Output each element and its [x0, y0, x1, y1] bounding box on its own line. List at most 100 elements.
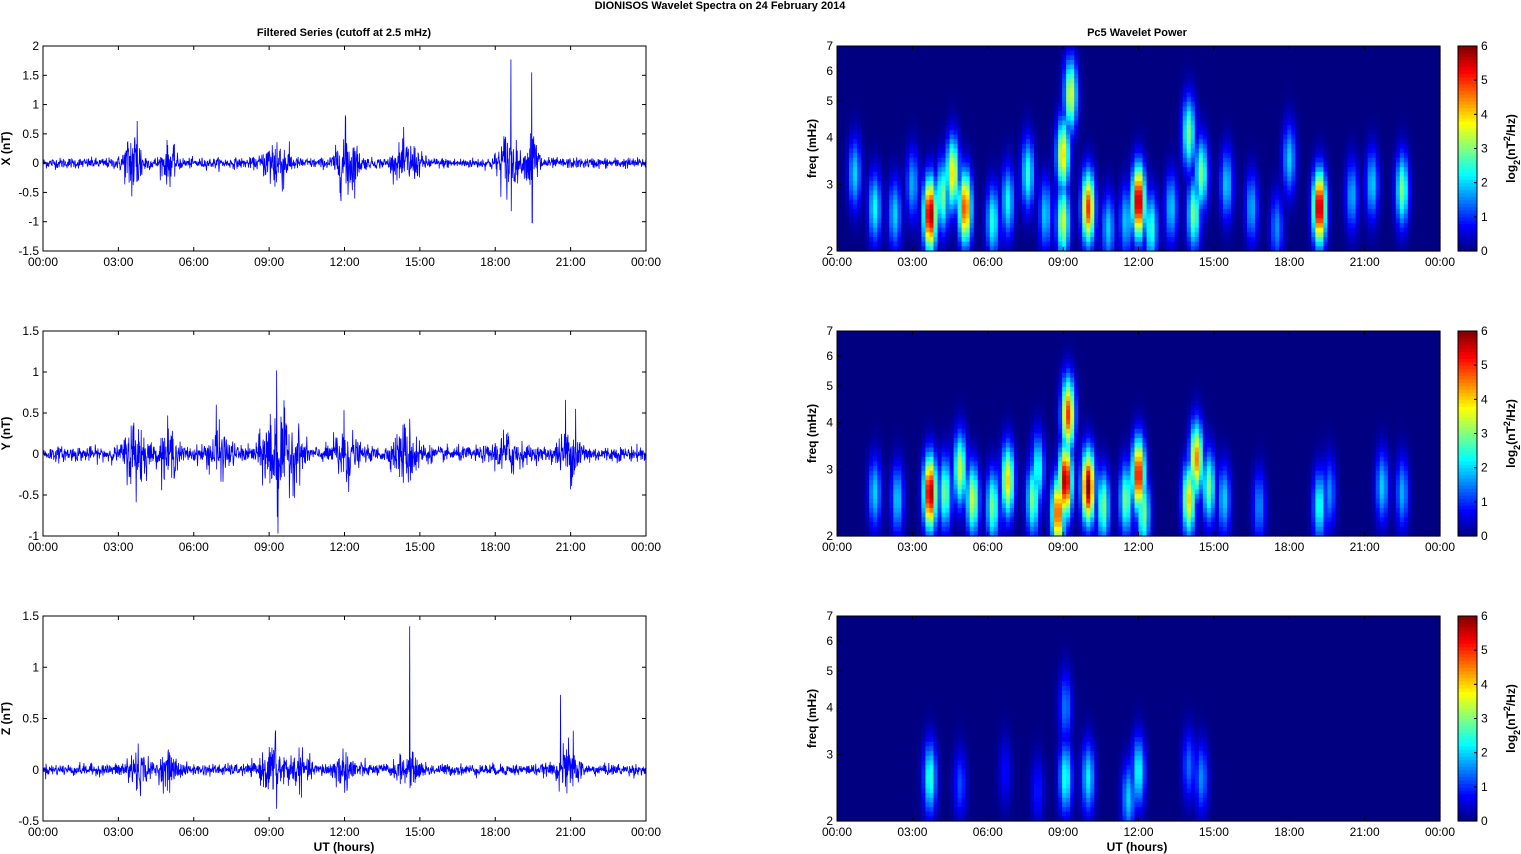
heatmap-cell	[942, 139, 947, 144]
heatmap-cell	[1424, 55, 1429, 60]
heatmap-cell	[1335, 176, 1340, 181]
heatmap-cell	[1368, 93, 1373, 98]
heatmap-cell	[1344, 195, 1349, 200]
heatmap-cell	[1143, 88, 1148, 93]
heatmap-cell	[1030, 195, 1035, 200]
heatmap-cell	[1372, 116, 1377, 121]
heatmap-cell	[1412, 111, 1417, 116]
heatmap-cell	[1239, 190, 1244, 195]
heatmap-cell	[1420, 186, 1425, 191]
heatmap-cell	[905, 121, 910, 126]
heatmap-cell	[1352, 135, 1357, 140]
heatmap-cell	[1018, 111, 1023, 116]
heatmap-cell	[861, 46, 866, 51]
heatmap-cell	[1348, 65, 1353, 70]
heatmap-cell	[1255, 167, 1260, 172]
heatmap-cell	[1155, 79, 1160, 84]
heatmap-cell	[1082, 176, 1087, 181]
heatmap-cell	[1110, 172, 1115, 177]
heatmap-cell	[925, 51, 930, 56]
heatmap-cell	[1319, 130, 1324, 135]
heatmap-cell	[857, 176, 862, 181]
heatmap-cell	[1432, 158, 1437, 163]
heatmap-cell	[921, 172, 926, 177]
heatmap-cell	[865, 144, 870, 149]
heatmap-cell	[1396, 74, 1401, 79]
heatmap-cell	[1424, 51, 1429, 56]
heatmap-cell	[1207, 135, 1212, 140]
heatmap-cell	[1175, 121, 1180, 126]
heatmap-cell	[1251, 102, 1256, 107]
heatmap-cell	[1356, 121, 1361, 126]
heatmap-cell	[1344, 83, 1349, 88]
heatmap-cell	[954, 149, 959, 154]
heatmap-cell	[897, 83, 902, 88]
heatmap-cell	[1046, 121, 1051, 126]
heatmap-cell	[1420, 111, 1425, 116]
heatmap-cell	[1215, 167, 1220, 172]
heatmap-cell	[1102, 69, 1107, 74]
heatmap-cell	[893, 88, 898, 93]
heatmap-cell	[1432, 79, 1437, 84]
heatmap-cell	[1110, 93, 1115, 98]
heatmap-cell	[1114, 79, 1119, 84]
heatmap-cell	[1384, 93, 1389, 98]
heatmap-cell	[933, 125, 938, 130]
heatmap-cell	[1042, 55, 1047, 60]
heatmap-cell	[978, 55, 983, 60]
heatmap-cell	[1179, 88, 1184, 93]
heatmap-cell	[1307, 65, 1312, 70]
heatmap-cell	[1400, 102, 1405, 107]
heatmap-cell	[1259, 111, 1264, 116]
heatmap-cell	[1392, 149, 1397, 154]
heatmap-cell	[1283, 167, 1288, 172]
heatmap-cell	[1163, 135, 1168, 140]
heatmap-cell	[1090, 111, 1095, 116]
heatmap-cell	[1356, 195, 1361, 200]
heatmap-cell	[1134, 51, 1139, 56]
heatmap-cell	[1396, 102, 1401, 107]
heatmap-cell	[1090, 65, 1095, 70]
heatmap-cell	[1279, 83, 1284, 88]
heatmap-cell	[1203, 74, 1208, 79]
heatmap-cell	[1183, 83, 1188, 88]
heatmap-cell	[889, 88, 894, 93]
heatmap-cell	[1404, 74, 1409, 79]
heatmap-cell	[1315, 149, 1320, 154]
heatmap-cell	[1275, 74, 1280, 79]
heatmap-cell	[1295, 93, 1300, 98]
heatmap-cell	[913, 176, 918, 181]
heatmap-cell	[1283, 162, 1288, 167]
heatmap-cell	[942, 93, 947, 98]
heatmap-cell	[1006, 125, 1011, 130]
heatmap-cell	[845, 69, 850, 74]
heatmap-cell	[1002, 79, 1007, 84]
heatmap-cell	[962, 139, 967, 144]
heatmap-cell	[1303, 69, 1308, 74]
heatmap-cell	[845, 190, 850, 195]
heatmap-cell	[1239, 139, 1244, 144]
heatmap-cell	[1078, 162, 1083, 167]
heatmap-cell	[1432, 162, 1437, 167]
heatmap-cell	[897, 60, 902, 65]
heatmap-cell	[1122, 46, 1127, 51]
heatmap-cell	[1247, 121, 1252, 126]
heatmap-cell	[954, 186, 959, 191]
heatmap-cell	[1307, 88, 1312, 93]
heatmap-cell	[1404, 153, 1409, 158]
heatmap-cell	[1219, 111, 1224, 116]
heatmap-cell	[1368, 139, 1373, 144]
heatmap-cell	[1344, 74, 1349, 79]
heatmap-cell	[1271, 176, 1276, 181]
heatmap-cell	[1384, 167, 1389, 172]
heatmap-cell	[1287, 83, 1292, 88]
heatmap-cell	[857, 172, 862, 177]
heatmap-cell	[1175, 144, 1180, 149]
heatmap-cell	[1199, 46, 1204, 51]
heatmap-cell	[1271, 55, 1276, 60]
heatmap-cell	[1143, 162, 1148, 167]
heatmap-cell	[1030, 172, 1035, 177]
heatmap-cell	[873, 158, 878, 163]
heatmap-cell	[1034, 69, 1039, 74]
heatmap-cell	[1267, 130, 1272, 135]
